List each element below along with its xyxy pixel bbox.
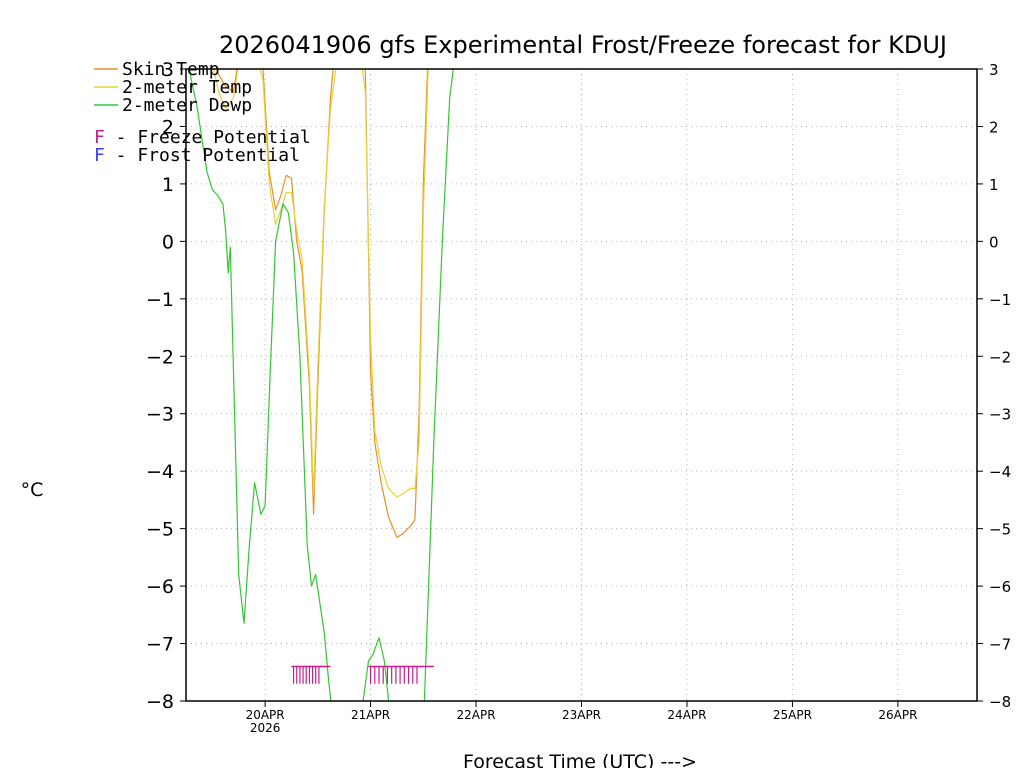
y-axis-unit-label: °C [21,479,44,501]
y-tick-label: −7 [146,634,174,656]
chart-title: 2026041906 gfs Experimental Frost/Freeze… [219,31,947,59]
y-tick-label: −8 [146,691,174,713]
legend-text: - Freeze Potential [105,127,311,148]
y-tick-label: −4 [146,461,174,483]
y-axis-right: 3 2 1 0 −1 −2 −3 −4 −5 −6 −7 −8 [977,61,1011,711]
y-tick-label: −7 [989,636,1011,654]
x-tick-label: 20APR [246,708,285,722]
legend-label: 2-meter Dewp [122,95,252,116]
y-tick-label: −6 [146,576,174,598]
x-tick-label: 22APR [457,708,496,722]
y-tick-label: −2 [146,346,174,368]
x-tick-label: 26APR [878,708,917,722]
y-axis-left: 3 2 1 0 −1 −2 −3 −4 −5 −6 −7 −8 [146,59,186,713]
freeze-potential-marks [291,665,434,684]
legend-label: Skin Temp [122,59,220,80]
x-axis-title: Forecast Time (UTC) ---> [463,751,697,768]
series-lines [189,69,454,701]
y-tick-label: 2 [989,118,999,136]
y-tick-label: −5 [146,519,174,541]
x-tick-sublabel: 2026 [250,721,281,735]
legend-label: F - Frost Potential [94,145,300,166]
x-tick-label: 23APR [562,708,601,722]
y-tick-label: −2 [989,348,1011,366]
y-tick-label: 0 [162,231,174,253]
y-tick-label: 2 [162,116,174,138]
legend-prefix: F [94,145,105,166]
y-tick-label: −3 [989,406,1011,424]
legend-label: 2-meter Temp [122,77,252,98]
x-tick-label: 21APR [351,708,390,722]
legend-label: F - Freeze Potential [94,127,311,148]
y-tick-label: 3 [162,59,174,81]
series-line-2-meter-temp [213,69,429,498]
series-line-2-meter-dewp [189,69,454,701]
y-tick-label: 1 [162,174,174,196]
x-tick-label: 24APR [667,708,706,722]
y-tick-label: −3 [146,404,174,426]
y-tick-label: −1 [989,291,1011,309]
y-tick-label: −4 [989,463,1011,481]
y-tick-label: −8 [989,693,1011,711]
y-tick-label: 1 [989,176,999,194]
y-tick-label: −5 [989,521,1011,539]
y-tick-label: −6 [989,578,1011,596]
grid-lines [186,69,977,701]
y-tick-label: 3 [989,61,999,79]
legend-prefix: F [94,127,105,148]
y-tick-label: 0 [989,233,999,251]
x-tick-label: 25APR [773,708,812,722]
y-tick-label: −1 [146,289,174,311]
legend-text: - Frost Potential [105,145,300,166]
